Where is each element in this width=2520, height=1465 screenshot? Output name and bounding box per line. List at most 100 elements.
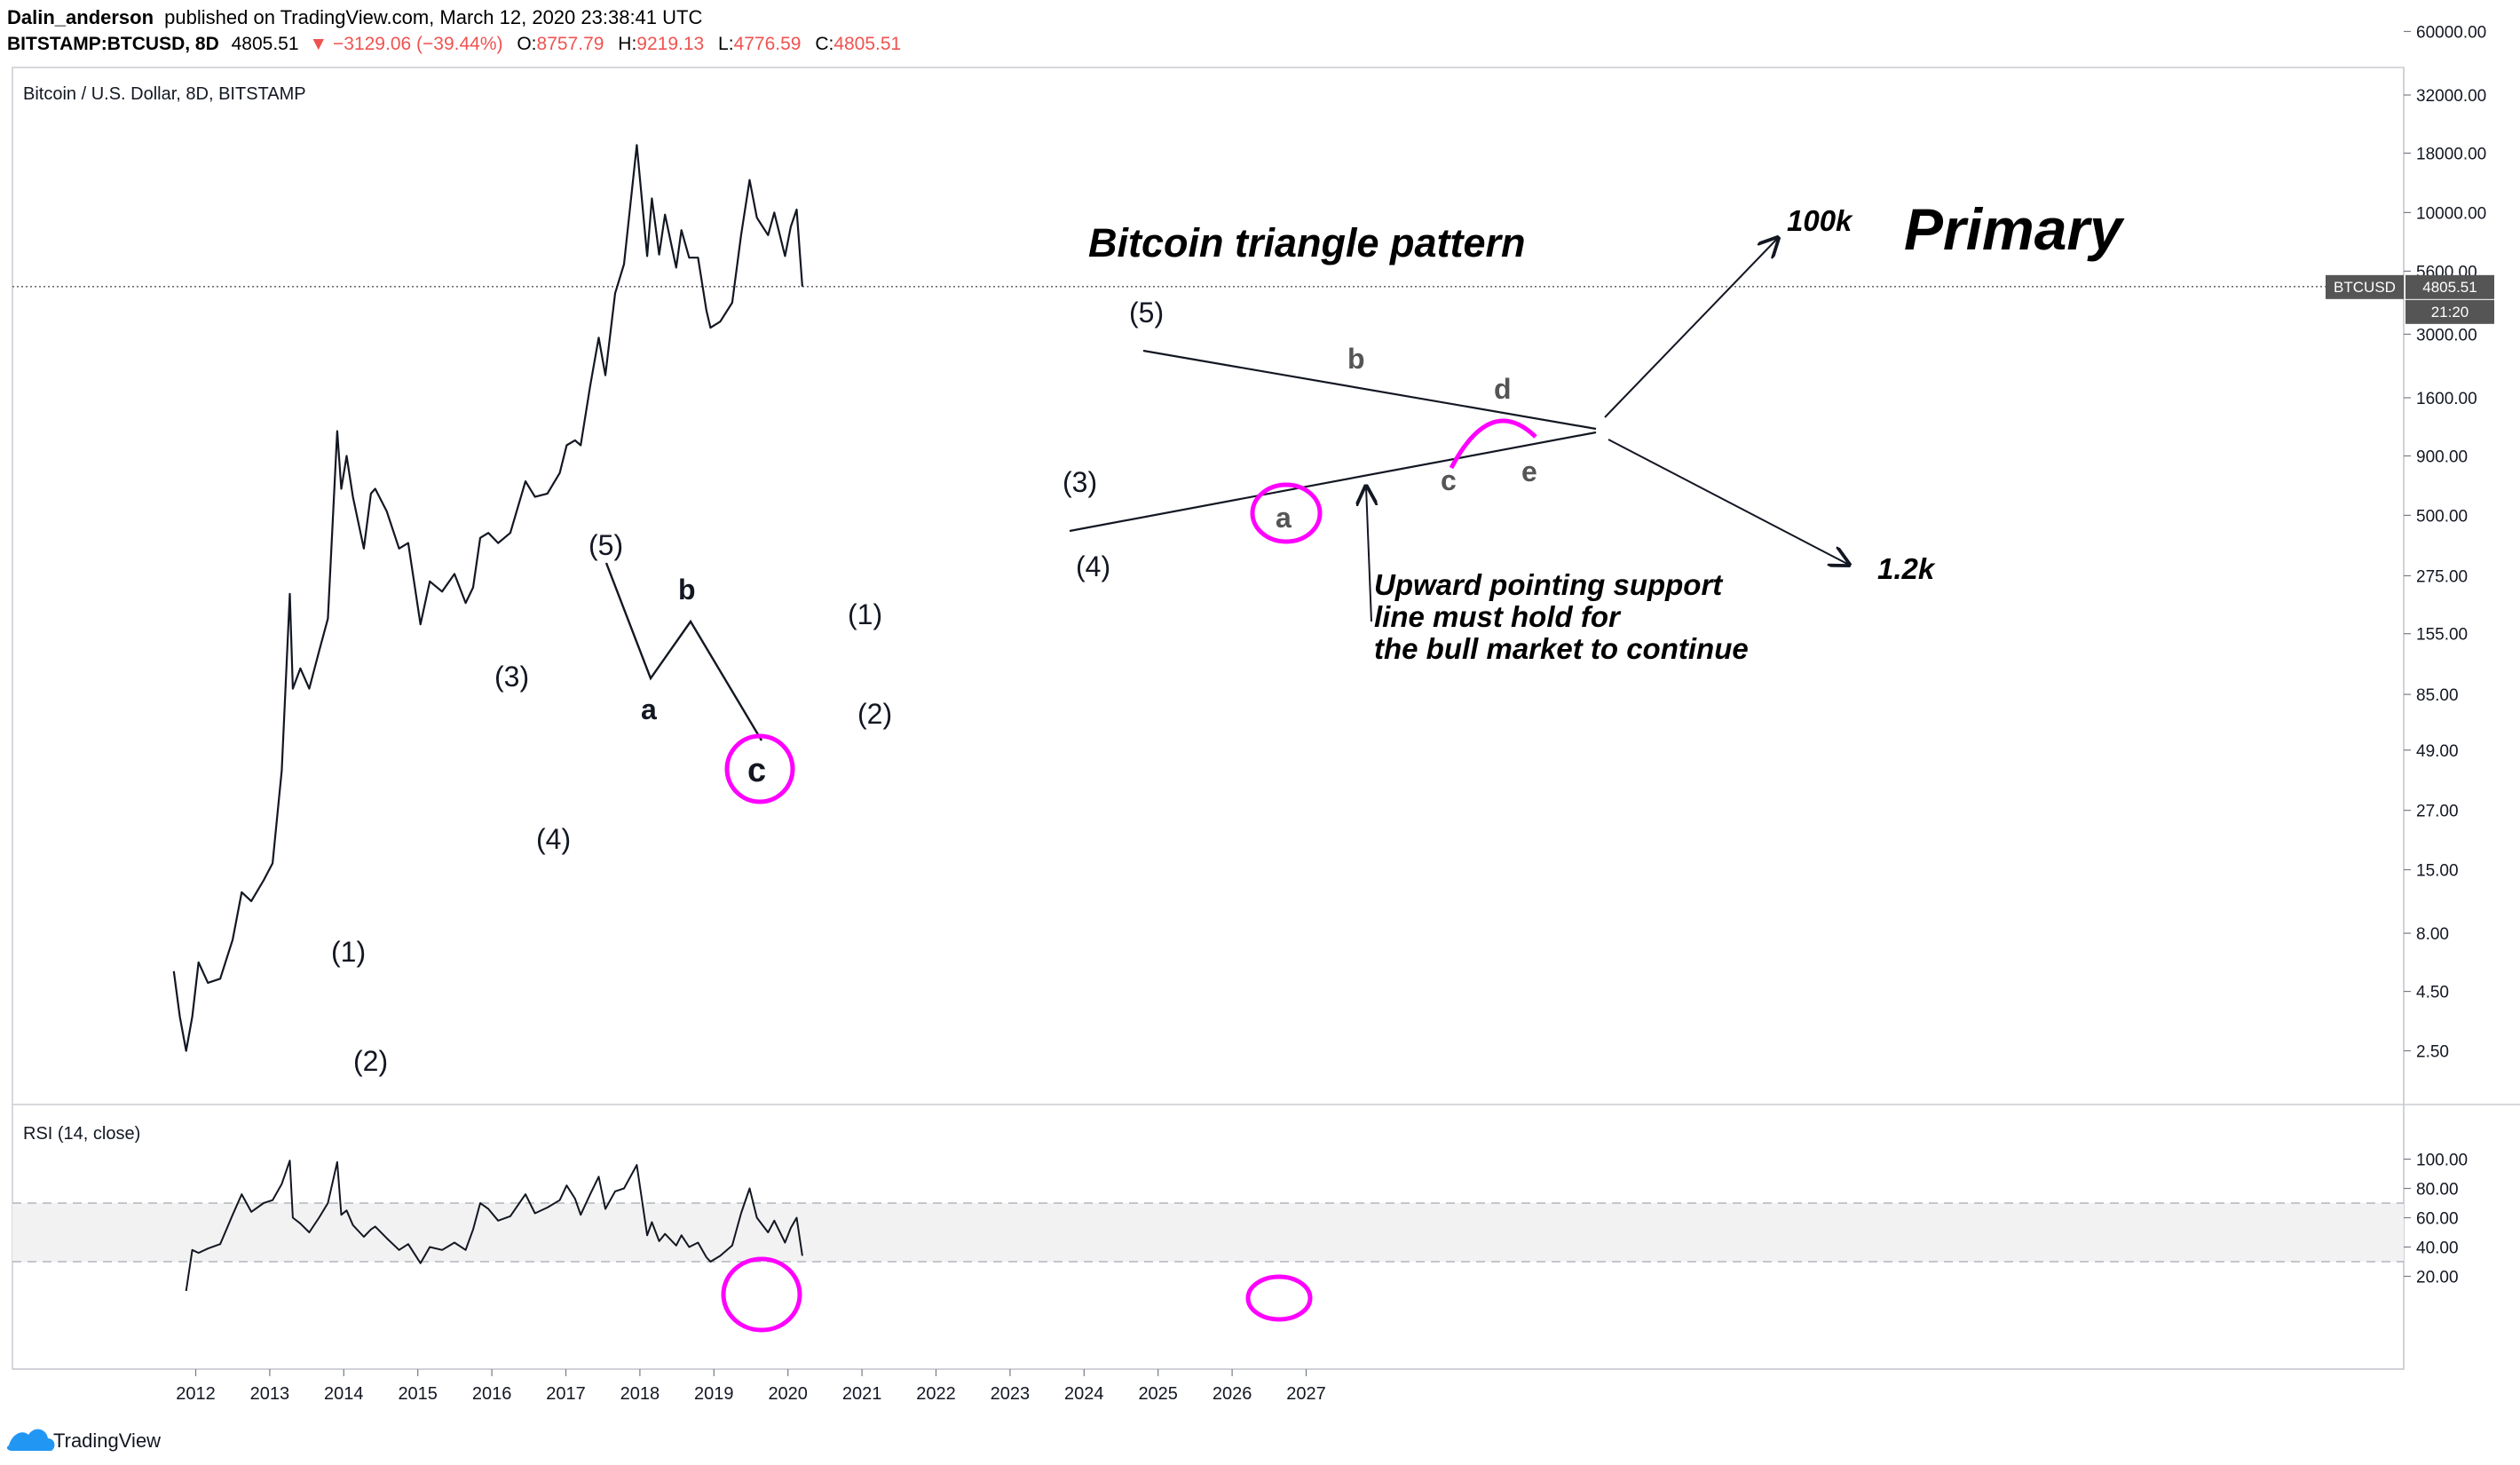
wave-label-c-2015[interactable]: c xyxy=(747,752,766,789)
x-tick-label: 2025 xyxy=(1138,1384,1178,1404)
x-tick-label: 2019 xyxy=(694,1384,734,1404)
wave-label-3-2013[interactable]: (3) xyxy=(494,661,529,693)
abc-correction-2014-lines[interactable] xyxy=(604,562,763,741)
highlight-circle-c-2015[interactable] xyxy=(724,733,795,804)
x-tick-label: 2026 xyxy=(1213,1384,1252,1404)
rsi-y-tick-label: 20.00 xyxy=(2416,1269,2459,1287)
wave-label-5-2017[interactable]: (5) xyxy=(1129,297,1164,329)
x-tick-label: 2023 xyxy=(991,1384,1031,1404)
wave-label-2-2015[interactable]: (2) xyxy=(857,698,892,730)
countdown-tag-bg xyxy=(2405,299,2494,324)
price-y-tick-label: 3000.00 xyxy=(2416,326,2477,344)
price-y-tick-label: 15.00 xyxy=(2416,862,2459,881)
rsi-legend: RSI (14, close) xyxy=(23,1124,140,1144)
price-y-tick-label: 8.00 xyxy=(2416,925,2449,944)
price-y-tick-label: 60000.00 xyxy=(2416,23,2486,42)
price-y-tick-label: 500.00 xyxy=(2416,507,2468,526)
wave-label-a-2014[interactable]: a xyxy=(641,693,657,725)
price-tag-bg xyxy=(2405,274,2494,299)
low-value: 4776.59 xyxy=(734,34,802,54)
btcusd-price-series xyxy=(172,144,803,1052)
support-note-line-3: the bull market to continue xyxy=(1374,632,1749,665)
wave-label-b-2014[interactable]: b xyxy=(678,574,696,606)
close-label: C: xyxy=(815,34,833,54)
projected-wave-d-e-path[interactable] xyxy=(1449,418,1537,470)
highlight-circle-rsi-2018[interactable] xyxy=(1245,1274,1313,1322)
x-tick-label: 2027 xyxy=(1286,1384,1326,1404)
price-y-tick-label: 275.00 xyxy=(2416,567,2468,586)
x-tick-label: 2022 xyxy=(916,1384,956,1404)
price-y-tick-label: 49.00 xyxy=(2416,742,2459,761)
rsi-y-tick-label: 80.00 xyxy=(2416,1181,2459,1200)
footer-brand-text: TradingView xyxy=(53,1429,161,1452)
wave-label-1-2015[interactable]: (1) xyxy=(848,598,882,630)
annotation-target-up[interactable]: 100k xyxy=(1787,204,1853,237)
tradingview-brand[interactable]: TradingView xyxy=(6,1429,161,1452)
annotation-title[interactable]: Bitcoin triangle pattern xyxy=(1088,220,1526,265)
price-change: ▼ −3129.06 (−39.44%) xyxy=(309,34,502,54)
highlight-circle-a-2018[interactable] xyxy=(1250,482,1323,544)
header-quote: BITSTAMP:BTCUSD, 8D 4805.51 ▼ −3129.06 (… xyxy=(7,34,901,54)
low-label: L: xyxy=(718,34,734,54)
support-note-arrow[interactable] xyxy=(1366,487,1371,622)
tradingview-cloud-icon xyxy=(6,1429,55,1451)
triangle-support-line[interactable] xyxy=(1069,431,1597,533)
highlight-circle-rsi-2015[interactable] xyxy=(721,1256,802,1333)
x-tick-label: 2013 xyxy=(250,1384,290,1404)
price-y-tick-label: 155.00 xyxy=(2416,626,2468,645)
wave-label-5-2013[interactable]: (5) xyxy=(589,529,623,561)
breakout-up-arrow[interactable] xyxy=(1604,238,1778,418)
support-note-line-1: Upward pointing support xyxy=(1374,568,1724,601)
wave-label-1-2012[interactable]: (1) xyxy=(331,936,366,968)
x-tick-label: 2016 xyxy=(472,1384,512,1404)
price-y-tick-label: 18000.00 xyxy=(2416,145,2486,163)
x-tick-label: 2020 xyxy=(768,1384,808,1404)
annotation-target-down[interactable]: 1.2k xyxy=(1877,552,1936,585)
rsi-y-tick-label: 100.00 xyxy=(2416,1152,2468,1170)
wave-label-4-2013[interactable]: (4) xyxy=(536,823,571,855)
symbol-tag: BTCUSD xyxy=(2334,279,2396,296)
last-price: 4805.51 xyxy=(232,34,299,54)
x-tick-label: 2024 xyxy=(1064,1384,1104,1404)
price-tag: 4805.51 xyxy=(2422,279,2477,296)
x-tick-label: 2017 xyxy=(546,1384,586,1404)
rsi-band xyxy=(12,1203,2404,1262)
rsi-series xyxy=(185,1160,803,1292)
price-y-tick-label: 85.00 xyxy=(2416,686,2459,705)
open-value: 8757.79 xyxy=(537,34,604,54)
symbol-line[interactable]: BITSTAMP:BTCUSD, 8D xyxy=(7,34,219,54)
price-y-tick-label: 900.00 xyxy=(2416,447,2468,466)
author-name[interactable]: Dalin_anderson xyxy=(7,6,154,28)
x-tick-label: 2021 xyxy=(842,1384,882,1404)
wave-label-4-2017[interactable]: (4) xyxy=(1076,550,1110,582)
rsi-y-tick-label: 60.00 xyxy=(2416,1210,2459,1229)
price-y-tick-label: 4.50 xyxy=(2416,984,2449,1002)
price-y-tick-label: 2.50 xyxy=(2416,1043,2449,1062)
x-tick-label: 2015 xyxy=(398,1384,438,1404)
wave-label-a-triangle[interactable]: a xyxy=(1276,502,1292,534)
wave-label-b-triangle[interactable]: b xyxy=(1347,343,1365,375)
rsi-y-axis[interactable]: 100.00 80.00 60.00 40.00 20.00 xyxy=(2404,1152,2468,1287)
breakdown-arrow[interactable] xyxy=(1608,439,1849,565)
symbol-tag-bg xyxy=(2326,274,2404,299)
wave-label-2-2012[interactable]: (2) xyxy=(353,1045,388,1077)
time-x-axis[interactable]: 2012 2013 2014 2015 2016 2017 2018 2019 2020 2021… xyxy=(176,1369,1326,1404)
support-note-line-2: line must hold for xyxy=(1374,600,1622,633)
high-value: 9219.13 xyxy=(636,34,704,54)
price-y-tick-label: 1600.00 xyxy=(2416,390,2477,408)
wave-label-e-triangle[interactable]: e xyxy=(1521,455,1537,487)
close-value: 4805.51 xyxy=(833,34,901,54)
wave-label-c-triangle[interactable]: c xyxy=(1441,464,1457,496)
x-tick-label: 2014 xyxy=(324,1384,364,1404)
annotation-primary[interactable]: Primary xyxy=(1904,196,2125,262)
price-y-tick-label: 27.00 xyxy=(2416,803,2459,821)
annotation-support-note[interactable]: Upward pointing support line must hold f… xyxy=(1374,568,1749,665)
triangle-resistance-line[interactable] xyxy=(1142,349,1597,431)
wave-label-d-triangle[interactable]: d xyxy=(1494,373,1512,405)
x-tick-label: 2012 xyxy=(176,1384,216,1404)
wave-label-3-2017[interactable]: (3) xyxy=(1063,466,1097,498)
price-y-axis[interactable]: 680000.00360000.00200000.00110000.006000… xyxy=(2404,0,2496,1062)
rsi-y-tick-label: 40.00 xyxy=(2416,1239,2459,1258)
price-y-tick-label: 10000.00 xyxy=(2416,204,2486,223)
